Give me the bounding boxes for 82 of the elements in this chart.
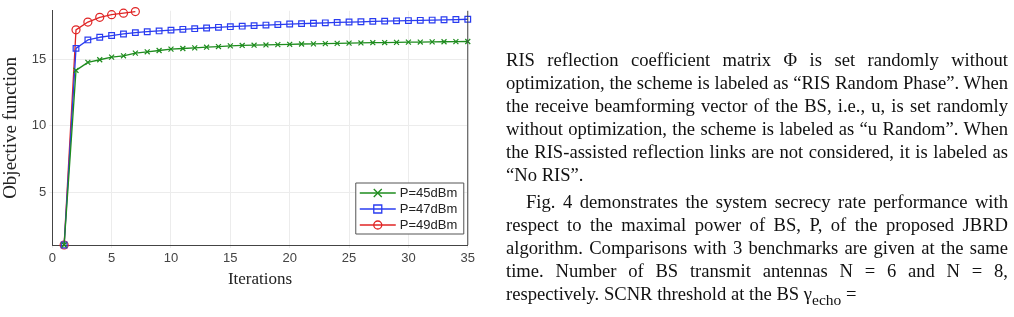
x-tick-label: 10 <box>163 250 179 266</box>
point <box>452 16 460 23</box>
point <box>333 19 341 26</box>
x-tick-label: 15 <box>223 250 238 266</box>
point <box>131 29 139 37</box>
point <box>120 52 127 59</box>
point <box>251 42 258 49</box>
point <box>381 17 389 25</box>
point <box>96 33 104 41</box>
point <box>120 30 127 38</box>
point <box>84 36 92 44</box>
point <box>262 21 270 29</box>
caption: Fig. 4 demonstrates the system secrecy rate performance with respect to the maximal power of BS, P, of the proposed JBRD algorithm. Comparisons with 3 benchmarks are given at the same time. Number of BS transmit antennas N = 6 and N = 8, respectively. SCNR threshold at the BS γ$_{echo}$ = <box>506 190 1008 310</box>
x-tick-label: 0 <box>48 250 56 266</box>
point <box>167 26 175 34</box>
point <box>118 8 129 18</box>
point <box>404 17 412 25</box>
point <box>440 38 448 45</box>
point <box>310 40 317 47</box>
point <box>381 39 388 46</box>
point <box>83 17 93 27</box>
point <box>369 39 376 46</box>
point <box>274 41 281 48</box>
x-tick-label: 35 <box>460 250 475 266</box>
point <box>84 59 91 66</box>
legend-label: P=49dBm <box>399 216 458 232</box>
y-axis-title: Objective function <box>0 56 21 199</box>
point <box>334 40 341 47</box>
point <box>274 21 282 28</box>
point <box>72 44 80 52</box>
point <box>72 67 80 74</box>
x-tick-label: 25 <box>341 250 357 266</box>
point <box>286 20 294 28</box>
point <box>417 38 424 46</box>
point <box>416 16 424 24</box>
point <box>298 40 305 48</box>
point <box>393 17 400 25</box>
point <box>108 32 116 39</box>
point <box>452 38 459 45</box>
point <box>143 28 151 36</box>
point <box>345 18 353 26</box>
point <box>405 39 412 46</box>
y-tick-label: 5 <box>39 183 47 199</box>
point <box>155 27 163 35</box>
point <box>239 42 246 49</box>
point <box>95 12 105 22</box>
point <box>227 42 234 49</box>
point <box>156 47 163 54</box>
x-tick-label: 5 <box>108 250 116 266</box>
text: RIS reflection coefficient matrix Φ is set randomly without optimization, the scheme is labeled as “RIS Random Phase”. When the receive beamforming vector of the BS, i.e., u, is set randomly without optimization, the scheme is labeled as “u Random”. When the RIS-assisted reflection links are not considered, it is labeled as “No RIS”. <box>506 48 1008 186</box>
point <box>203 44 210 51</box>
legend-label: P=47dBm <box>399 200 458 216</box>
point <box>464 15 472 23</box>
point <box>357 18 365 26</box>
point <box>132 50 139 57</box>
y-tick-label: 10 <box>31 117 47 133</box>
point <box>215 23 222 31</box>
point <box>428 16 436 24</box>
x-tick-label: 20 <box>282 250 297 266</box>
point <box>130 6 140 17</box>
point <box>226 23 234 31</box>
point <box>440 16 448 24</box>
y-tick-label: 15 <box>31 51 47 67</box>
point <box>179 45 186 52</box>
point <box>369 17 377 25</box>
point <box>298 20 305 28</box>
point <box>191 44 198 51</box>
point <box>191 25 199 33</box>
point <box>203 24 211 32</box>
point <box>322 40 329 47</box>
point <box>179 25 187 33</box>
point <box>238 22 246 30</box>
x-axis-title: Iterations <box>227 269 293 289</box>
point <box>108 54 115 61</box>
point <box>107 10 117 20</box>
x-tick-label: 30 <box>401 250 416 266</box>
point <box>71 25 81 35</box>
point <box>167 46 175 53</box>
point <box>321 19 329 27</box>
legend-label: P=45dBm <box>399 184 458 200</box>
point <box>310 19 317 27</box>
point <box>250 22 258 30</box>
